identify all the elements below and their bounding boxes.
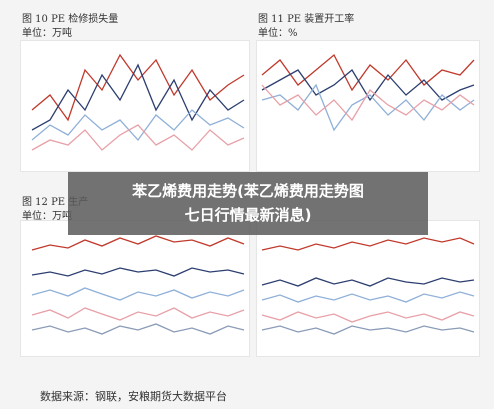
panel-unit: 单位：万吨 — [22, 211, 72, 222]
overlay-line: 七日行情最新消息) — [184, 206, 312, 224]
panel-title: 图 12 PE 生产 — [22, 197, 89, 208]
overlay-line: 苯乙烯费用走势(苯乙烯费用走势图 — [132, 182, 364, 200]
panel-title: 图 11 PE 装置开工率 — [258, 14, 355, 25]
source-note: 数据来源：钢联，安粮期货大数据平台 — [40, 390, 227, 403]
overlay-banner: 苯乙烯费用走势(苯乙烯费用走势图 七日行情最新消息) — [68, 172, 428, 235]
panel-title: 图 10 PE 检修损失量 — [22, 14, 119, 25]
panel-unit: 单位：万吨 — [22, 28, 72, 39]
panel-unit: 单位：% — [258, 28, 298, 39]
decor-lines — [31, 53, 475, 335]
